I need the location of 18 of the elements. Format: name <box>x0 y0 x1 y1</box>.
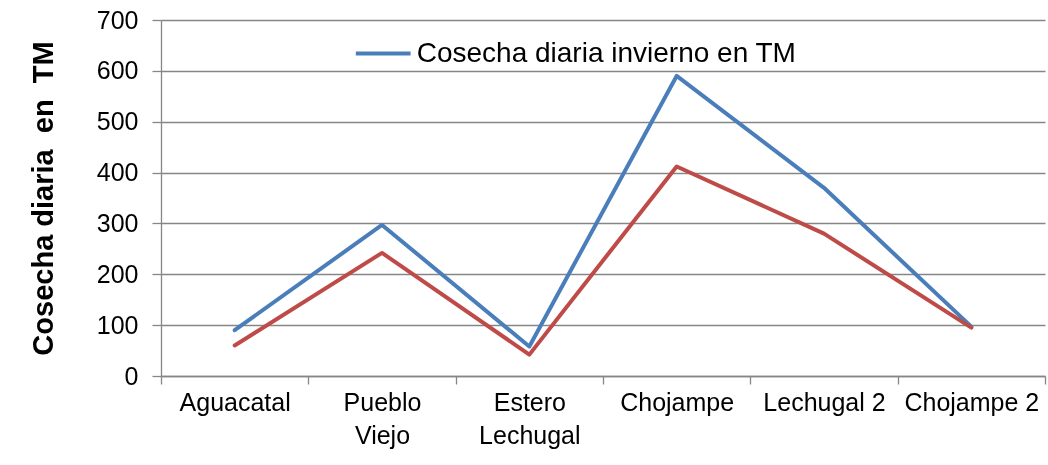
x-tick-label: Lechugal 2 <box>763 387 886 416</box>
x-tick-label: Aguacatal <box>179 387 291 416</box>
y-tick-label: 600 <box>96 56 139 85</box>
legend-label: Cosecha diaria invierno en TM <box>416 36 796 68</box>
x-tick-label: Chojampe <box>620 387 735 416</box>
y-axis-title: Cosecha diaria en TM <box>26 41 59 356</box>
y-tick-label: 700 <box>96 5 139 34</box>
y-tick-label: 200 <box>96 259 139 288</box>
line-series <box>232 164 974 357</box>
y-tick-label: 300 <box>96 208 139 237</box>
y-tick-label: 0 <box>124 361 139 390</box>
x-tick-label: Estero Lechugal <box>479 387 581 449</box>
y-tick-label: 500 <box>96 107 139 136</box>
y-tick-label: 100 <box>96 310 139 339</box>
x-tick-label: Pueblo Viejo <box>343 387 422 449</box>
x-tick-label: Chojampe 2 <box>904 387 1040 416</box>
line-series <box>232 73 974 349</box>
y-tick-label: 400 <box>96 158 139 187</box>
